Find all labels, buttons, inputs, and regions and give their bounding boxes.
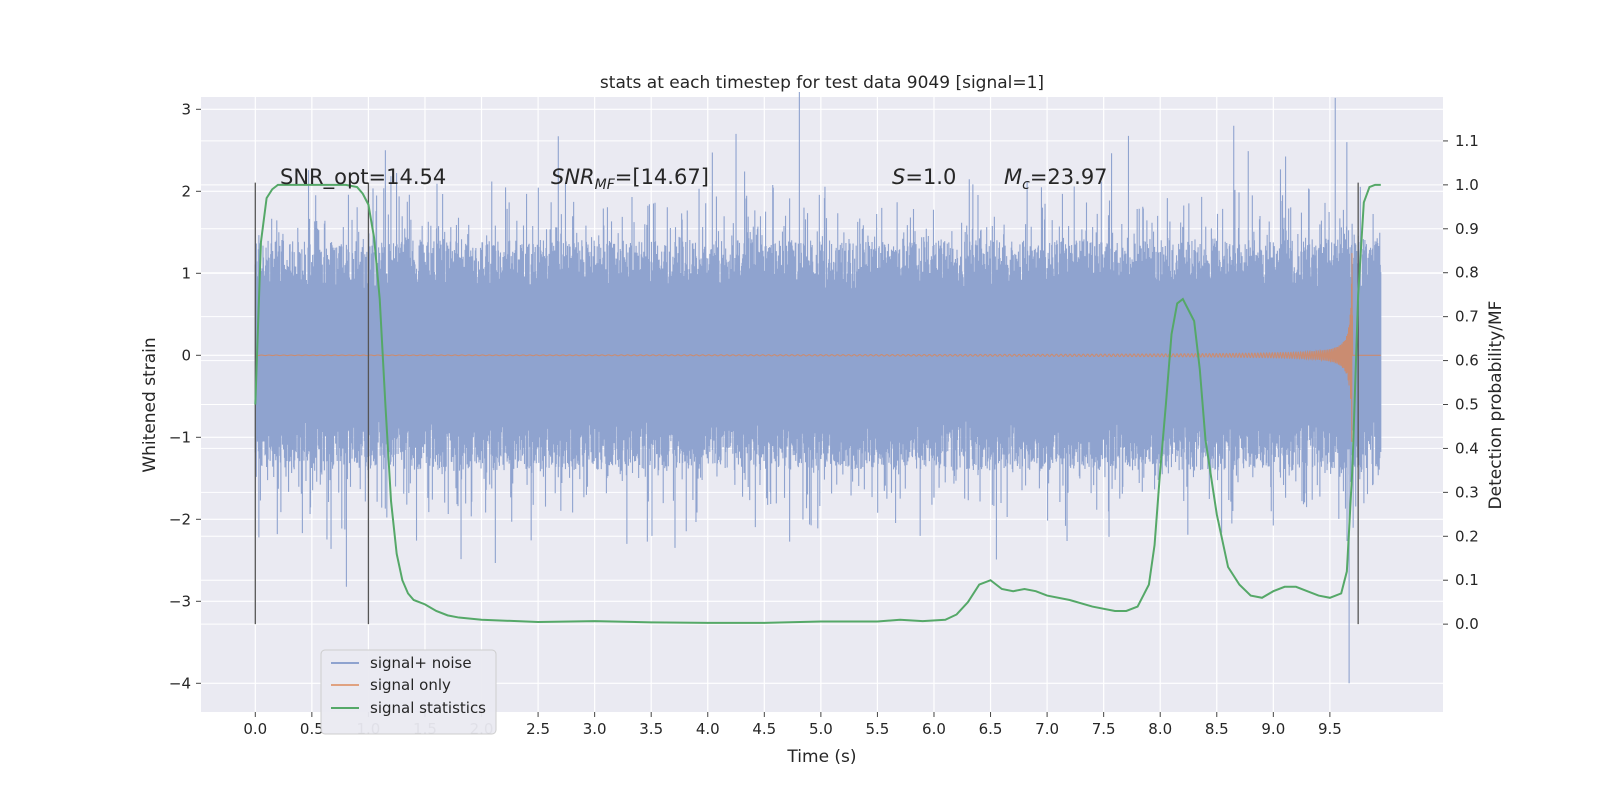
y-tick-label: −3	[169, 592, 191, 610]
s-main: S	[892, 165, 905, 189]
x-tick-label: 9.0	[1261, 720, 1285, 738]
stats-series	[254, 183, 1381, 624]
x-tick-label: 6.5	[979, 720, 1003, 738]
y2-tick-label: 0.5	[1455, 396, 1479, 414]
x-tick-label: 2.5	[526, 720, 550, 738]
y2-tick-label: 1.1	[1455, 132, 1479, 150]
signal-line	[255, 253, 1381, 442]
x-tick-label: 3.0	[583, 720, 607, 738]
x-tick-label: 7.5	[1092, 720, 1116, 738]
x-tick-label: 4.0	[696, 720, 720, 738]
mc-main: M	[1004, 165, 1022, 189]
x-tick-label: 3.5	[639, 720, 663, 738]
mc-sub: c	[1022, 177, 1030, 193]
legend-label-noise: signal+ noise	[370, 654, 472, 672]
y-tick-label: 2	[181, 182, 191, 200]
y-tick-label: 1	[181, 264, 191, 282]
legend-label-stats: signal statistics	[370, 699, 486, 717]
x-tick-label: 4.5	[752, 720, 776, 738]
y2-axis-title: Detection probability/MF	[1486, 301, 1506, 510]
x-tick-label: 5.5	[865, 720, 889, 738]
y2-tick-label: 0.0	[1455, 615, 1479, 633]
snr-mf-main: SNR	[551, 165, 595, 189]
y-axis-title: Whitened strain	[140, 337, 160, 472]
x-tick-label: 6.0	[922, 720, 946, 738]
chart-title: stats at each timestep for test data 904…	[600, 73, 1044, 93]
legend-label-signal: signal only	[370, 676, 451, 694]
signal-series	[255, 253, 1381, 442]
mc-value: =23.97	[1030, 165, 1108, 189]
y2-tick-label: 1.0	[1455, 176, 1479, 194]
y2-tick-label: 0.3	[1455, 483, 1479, 501]
x-tick-label: 8.0	[1148, 720, 1172, 738]
x-tick-label: 9.5	[1318, 720, 1342, 738]
stats-line	[254, 183, 1381, 624]
snr-mf-value: =[14.67]	[615, 165, 709, 189]
snr-mf-annotation: SNRMF=[14.67]	[551, 165, 709, 193]
y-tick-label: −4	[169, 674, 191, 692]
y-tick-label: 0	[181, 346, 191, 364]
y2-tick-label: 0.7	[1455, 308, 1479, 326]
x-axis-title: Time (s)	[786, 747, 856, 767]
legend-box	[320, 649, 497, 735]
x-tick-label: 5.0	[809, 720, 833, 738]
y2-tick-label: 0.8	[1455, 264, 1479, 282]
x-tick-label: 0.0	[243, 720, 267, 738]
y-tick-label: −1	[169, 428, 191, 446]
y-ticks: 3 2 1 0 −1 −2 −3 −4	[169, 100, 201, 692]
snr-mf-sub: MF	[595, 177, 616, 193]
y2-tick-label: 0.6	[1455, 352, 1479, 370]
mc-annotation: Mc=23.97	[1004, 165, 1108, 193]
y-tick-label: −2	[169, 510, 191, 528]
x-tick-label: 7.0	[1035, 720, 1059, 738]
y-tick-label: 3	[181, 100, 191, 118]
legend: signal+ noise signal only signal statist…	[320, 649, 497, 735]
x-tick-label: 8.5	[1205, 720, 1229, 738]
y2-tick-label: 0.1	[1455, 571, 1479, 589]
y2-tick-label: 0.4	[1455, 439, 1479, 457]
s-value: =1.0	[905, 165, 956, 189]
y2-tick-label: 0.9	[1455, 220, 1479, 238]
x-tick-label: 0.5	[300, 720, 324, 738]
s-annotation: S=1.0	[892, 165, 956, 189]
snr-opt-annotation: SNR_opt=14.54	[280, 165, 446, 190]
y2-tick-label: 0.2	[1455, 527, 1479, 545]
y2-ticks: 1.1 1.0 0.9 0.8 0.7 0.6 0.5 0.4 0.3 0.2 0.1 0.0	[1443, 132, 1479, 633]
